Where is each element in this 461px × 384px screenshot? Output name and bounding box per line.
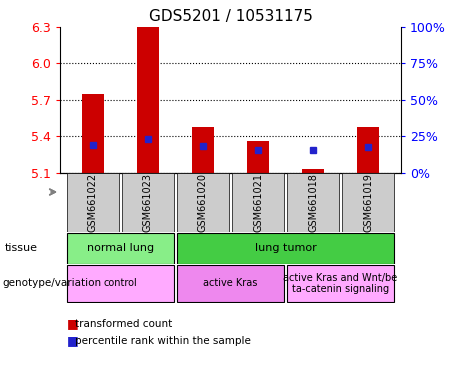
Bar (287, 265, 395, 302)
Bar (287, 173, 339, 232)
Bar (302, 169, 324, 173)
Text: GSM661023: GSM661023 (143, 173, 153, 232)
Text: GSM661020: GSM661020 (198, 173, 208, 232)
Title: GDS5201 / 10531175: GDS5201 / 10531175 (148, 9, 313, 24)
Bar (82, 94, 104, 173)
Text: tissue: tissue (5, 243, 38, 253)
Bar (66, 173, 119, 232)
Text: GSM661018: GSM661018 (308, 173, 318, 232)
Bar (177, 265, 284, 302)
Text: percentile rank within the sample: percentile rank within the sample (75, 336, 251, 346)
Text: control: control (104, 278, 137, 288)
Text: lung tumor: lung tumor (254, 243, 316, 253)
Text: ■: ■ (67, 317, 78, 330)
Text: normal lung: normal lung (87, 243, 154, 253)
Text: active Kras and Wnt/be
ta-catenin signaling: active Kras and Wnt/be ta-catenin signal… (284, 273, 398, 294)
Text: genotype/variation: genotype/variation (2, 278, 101, 288)
Bar (66, 233, 174, 263)
Bar (122, 173, 174, 232)
Bar (66, 265, 174, 302)
Bar (231, 173, 284, 232)
Text: GSM661019: GSM661019 (363, 173, 373, 232)
Text: active Kras: active Kras (203, 278, 258, 288)
Bar (177, 173, 230, 232)
Bar (177, 233, 395, 263)
Bar (192, 127, 214, 173)
Bar (247, 141, 269, 173)
Bar (342, 173, 395, 232)
Text: ■: ■ (67, 334, 78, 348)
Text: transformed count: transformed count (75, 319, 172, 329)
Bar (137, 27, 159, 173)
Text: GSM661022: GSM661022 (88, 173, 98, 232)
Text: GSM661021: GSM661021 (253, 173, 263, 232)
Bar (357, 127, 379, 173)
